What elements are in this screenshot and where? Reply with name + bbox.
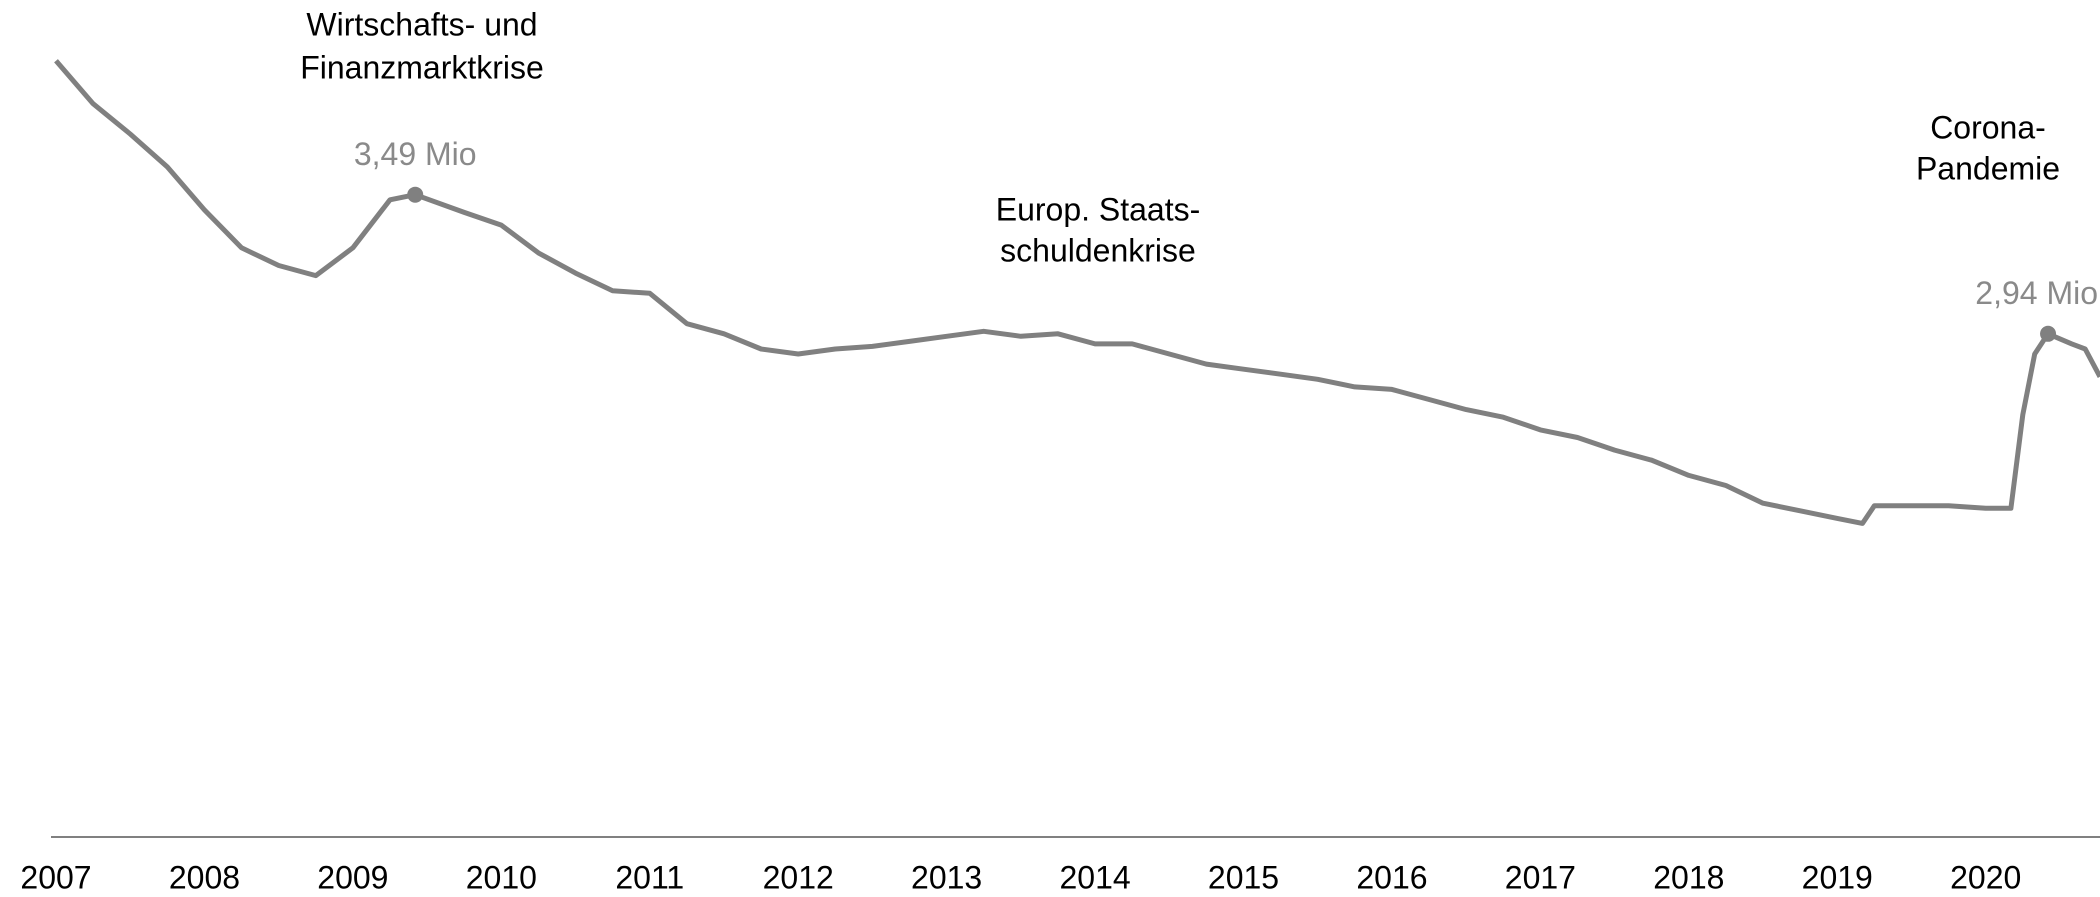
x-tick-label: 2008 bbox=[169, 859, 240, 895]
x-tick-label: 2010 bbox=[466, 859, 537, 895]
x-tick-label: 2009 bbox=[317, 859, 388, 895]
line bbox=[54, 59, 2100, 526]
annotation: Wirtschafts- und bbox=[306, 6, 537, 42]
x-tick-label: 2011 bbox=[615, 859, 684, 895]
x-tick-label: 2007 bbox=[20, 859, 91, 895]
x-tick-label: 2019 bbox=[1802, 859, 1873, 895]
annotation: Corona- bbox=[1930, 109, 2046, 145]
x-tick-label: 2017 bbox=[1505, 859, 1576, 895]
highlight-point bbox=[2040, 325, 2057, 342]
annotation: schuldenkrise bbox=[1000, 232, 1196, 268]
x-tick-label: 2014 bbox=[1059, 859, 1130, 895]
x-tick-label: 2015 bbox=[1208, 859, 1279, 895]
x-tick-label: 2016 bbox=[1356, 859, 1427, 895]
point-label: 3,49 Mio bbox=[354, 136, 477, 172]
annotation: Europ. Staats- bbox=[996, 191, 1201, 227]
highlight-point bbox=[407, 186, 424, 203]
point-label: 2,94 Mio bbox=[1975, 275, 2098, 311]
x-tick-label: 2012 bbox=[763, 859, 834, 895]
x-tick-label: 2018 bbox=[1653, 859, 1724, 895]
x-tick-label: 2013 bbox=[911, 859, 982, 895]
annotation: Pandemie bbox=[1916, 150, 2060, 186]
annotation: Finanzmarktkrise bbox=[300, 49, 544, 85]
x-tick-label: 2020 bbox=[1950, 859, 2021, 895]
